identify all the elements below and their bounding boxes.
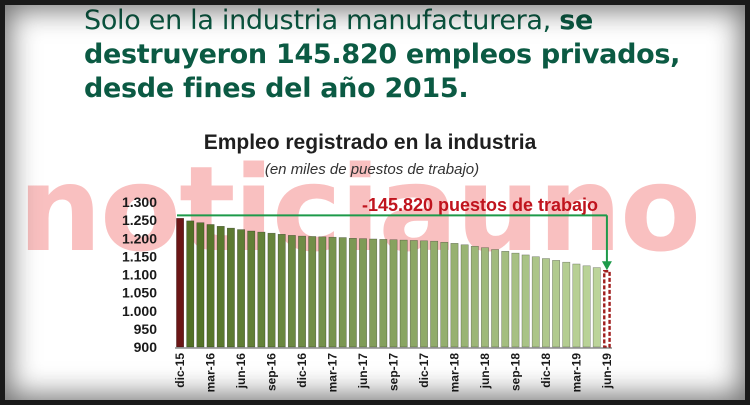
x-tick-label: dic-17 — [417, 353, 431, 388]
bar-abr-19 — [582, 265, 591, 348]
y-tick-label: 1.000 — [122, 303, 157, 319]
headline: Solo en la industria manufacturera, se d… — [84, 4, 724, 106]
x-tick-label: dic-18 — [539, 353, 553, 388]
bar-nov-18 — [531, 256, 540, 348]
bar-sep-18 — [511, 252, 520, 348]
chart-annotation: -145.820 puestos de trabajo — [362, 195, 598, 215]
bars — [175, 218, 612, 349]
bar-oct-18 — [521, 254, 530, 348]
x-tick-label: mar-18 — [447, 353, 461, 393]
y-tick-label: 900 — [134, 339, 158, 355]
bar-feb-19 — [562, 261, 571, 348]
bar-jun-17 — [359, 238, 367, 348]
bar-jun-16 — [237, 229, 245, 348]
x-tick-label: sep-16 — [265, 353, 279, 391]
chart-title: Empleo registrado en la industria — [204, 131, 537, 154]
bar-nov-16 — [287, 235, 296, 348]
bar-jul-17 — [369, 238, 378, 348]
bar-abr-18 — [460, 244, 469, 348]
y-tick-label: 950 — [134, 321, 158, 337]
y-tick-label: 1.300 — [122, 194, 157, 210]
bar-ene-16 — [186, 220, 195, 348]
y-tick-label: 1.150 — [122, 248, 157, 264]
bar-ene-19 — [552, 260, 561, 348]
bar-mar-16 — [206, 224, 215, 348]
y-tick-label: 1.050 — [122, 285, 157, 301]
x-tick-label: jun-19 — [600, 353, 614, 390]
x-tick-label: dic-15 — [173, 353, 187, 388]
bar-mar-18 — [450, 243, 459, 348]
bar-may-17 — [348, 238, 357, 348]
headline-strong: se destruyeron 145.820 empleos privados,… — [84, 5, 681, 104]
difference-arrow — [177, 214, 612, 271]
bar-may-19 — [592, 267, 601, 348]
bar-feb-17 — [318, 236, 327, 348]
bar-dic-15 — [176, 218, 184, 348]
x-tick-label: mar-17 — [326, 353, 340, 393]
x-axis: dic-15 mar-16 jun-16 sep-16 dic-16 mar-17 jun-… — [173, 353, 614, 393]
bar-ago-16 — [257, 231, 266, 348]
bar-ago-17 — [379, 239, 388, 348]
arrow-head-icon — [601, 261, 612, 271]
bar-feb-18 — [440, 241, 449, 348]
x-tick-label: sep-17 — [387, 353, 401, 391]
bar-mar-17 — [328, 236, 337, 348]
bar-dic-18 — [542, 258, 550, 348]
bar-oct-16 — [277, 234, 286, 348]
bar-oct-17 — [399, 239, 408, 348]
x-tick-label: mar-19 — [569, 353, 583, 393]
bar-may-18 — [470, 245, 479, 348]
bar-jul-16 — [247, 230, 256, 348]
x-tick-label: dic-16 — [295, 353, 309, 388]
bar-ene-18 — [430, 240, 439, 348]
x-tick-label: sep-18 — [508, 353, 522, 391]
bar-nov-17 — [409, 240, 418, 348]
bar-abr-17 — [338, 237, 347, 348]
bar-jun-18 — [481, 247, 489, 348]
bar-ene-17 — [308, 236, 317, 348]
bar-may-16 — [226, 227, 235, 348]
y-axis: 900 950 1.000 1.050 1.100 1.150 1.200 1.250 1.30… — [122, 194, 157, 355]
bar-feb-16 — [196, 222, 205, 348]
bar-sep-16 — [267, 232, 276, 348]
bar-sep-17 — [389, 239, 398, 348]
y-tick-label: 1.250 — [122, 212, 157, 228]
bar-mar-19 — [572, 263, 581, 348]
x-tick-label: mar-16 — [204, 353, 218, 393]
bar-ago-18 — [501, 251, 510, 348]
y-tick-label: 1.100 — [122, 267, 157, 283]
x-tick-label: jun-17 — [356, 353, 370, 390]
y-tick-label: 1.200 — [122, 230, 157, 246]
bar-abr-16 — [216, 226, 225, 348]
bar-jul-18 — [491, 249, 500, 348]
bar-jun-19 — [603, 270, 611, 349]
bar-dic-16 — [298, 235, 306, 348]
headline-lead: Solo en la industria manufacturera, — [84, 5, 560, 36]
chart-subtitle: (en miles de puestos de trabajo) — [265, 161, 479, 178]
x-tick-label: jun-16 — [234, 353, 248, 390]
x-tick-label: jun-18 — [478, 353, 492, 390]
bar-dic-17 — [420, 240, 428, 348]
